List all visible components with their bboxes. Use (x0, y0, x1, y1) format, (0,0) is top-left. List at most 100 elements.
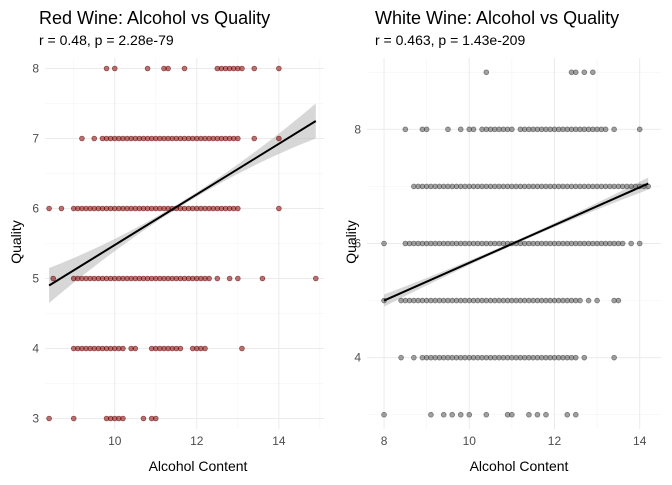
data-point (235, 275, 241, 282)
red-grid (45, 58, 324, 429)
x-tick-label: 10 (108, 434, 122, 448)
data-point (235, 205, 241, 212)
data-point (636, 126, 643, 133)
white-x-axis-label: Alcohol Content (470, 458, 569, 474)
data-point (381, 411, 387, 418)
red-ticks: 10 12 14 3 4 5 6 7 8 (32, 62, 286, 449)
white-ticks: 8 10 12 14 4 6 8 (354, 122, 646, 448)
data-point (46, 415, 52, 422)
data-point (572, 69, 579, 76)
data-point (483, 411, 490, 418)
data-point (466, 411, 473, 418)
data-point (572, 411, 579, 418)
data-point (509, 126, 515, 133)
data-point (594, 297, 600, 304)
data-point (202, 345, 208, 352)
data-point (428, 411, 434, 418)
data-point (445, 126, 451, 133)
data-point (177, 345, 184, 352)
data-point (120, 415, 126, 422)
x-tick-label: 14 (633, 434, 647, 448)
y-tick-label: 6 (354, 237, 361, 251)
data-point (411, 354, 417, 361)
data-point (602, 126, 609, 133)
data-point (581, 354, 588, 361)
data-point (103, 65, 110, 72)
data-point (543, 411, 549, 418)
data-point (214, 275, 221, 282)
data-point (251, 135, 258, 142)
data-point (181, 65, 188, 72)
data-point (111, 65, 118, 72)
data-point (526, 411, 532, 418)
data-point (611, 354, 617, 361)
data-point (470, 126, 477, 133)
data-point (619, 240, 626, 247)
white-chart-subtitle: r = 0.463, p = 1.43e-209 (375, 32, 525, 48)
data-point (615, 297, 622, 304)
data-point (70, 415, 77, 422)
data-point (46, 205, 52, 212)
data-point (144, 65, 151, 72)
data-point (590, 69, 596, 76)
data-point (440, 411, 447, 418)
x-tick-label: 8 (381, 434, 388, 448)
data-point (239, 345, 245, 352)
red-x-axis-label: Alcohol Content (149, 458, 248, 474)
red-fit-line (48, 120, 317, 287)
data-point (50, 275, 57, 282)
data-point (402, 126, 409, 133)
data-point (398, 354, 404, 361)
data-point (132, 345, 139, 352)
red-points (46, 65, 319, 422)
data-point (585, 297, 592, 304)
regression-line (383, 182, 649, 302)
y-tick-label: 3 (32, 412, 39, 426)
y-tick-label: 7 (32, 132, 39, 146)
y-tick-label: 6 (32, 202, 39, 216)
data-point (483, 69, 490, 76)
data-point (636, 240, 643, 247)
white-y-axis-label: Quality (343, 220, 359, 264)
y-tick-label: 4 (354, 351, 361, 365)
data-point (577, 297, 583, 304)
white-chart-title: White Wine: Alcohol vs Quality (375, 8, 619, 28)
data-point (276, 65, 282, 72)
x-tick-label: 10 (463, 434, 477, 448)
data-point (226, 275, 233, 282)
x-tick-label: 12 (190, 434, 204, 448)
data-point (276, 205, 282, 212)
red-chart-title: Red Wine: Alcohol vs Quality (39, 8, 270, 28)
data-point (152, 415, 159, 422)
data-point (381, 240, 387, 247)
data-point (581, 69, 588, 76)
x-tick-label: 14 (272, 434, 286, 448)
data-point (251, 65, 258, 72)
data-point (276, 135, 282, 142)
data-point (239, 65, 245, 72)
data-point (259, 275, 266, 282)
data-point (564, 411, 571, 418)
data-point (79, 135, 85, 142)
x-tick-label: 12 (548, 434, 562, 448)
y-tick-label: 4 (32, 342, 39, 356)
data-point (206, 275, 212, 282)
data-point (235, 135, 241, 142)
white-wine-panel: White Wine: Alcohol vs Quality r = 0.463… (343, 8, 661, 474)
data-point (423, 126, 430, 133)
regression-line (48, 120, 317, 287)
red-y-axis-label: Quality (8, 220, 24, 264)
data-point (611, 126, 617, 133)
data-point (312, 275, 319, 282)
y-tick-label: 5 (32, 272, 39, 286)
data-point (457, 126, 464, 133)
red-chart-subtitle: r = 0.48, p = 2.28e-79 (39, 32, 174, 48)
white-points (381, 69, 652, 418)
red-wine-panel: Red Wine: Alcohol vs Quality r = 0.48, p… (8, 8, 324, 474)
data-point (120, 345, 126, 352)
data-point (534, 411, 541, 418)
data-point (91, 135, 98, 142)
data-point (457, 411, 464, 418)
y-tick-label: 8 (354, 122, 361, 136)
data-point (572, 354, 579, 361)
